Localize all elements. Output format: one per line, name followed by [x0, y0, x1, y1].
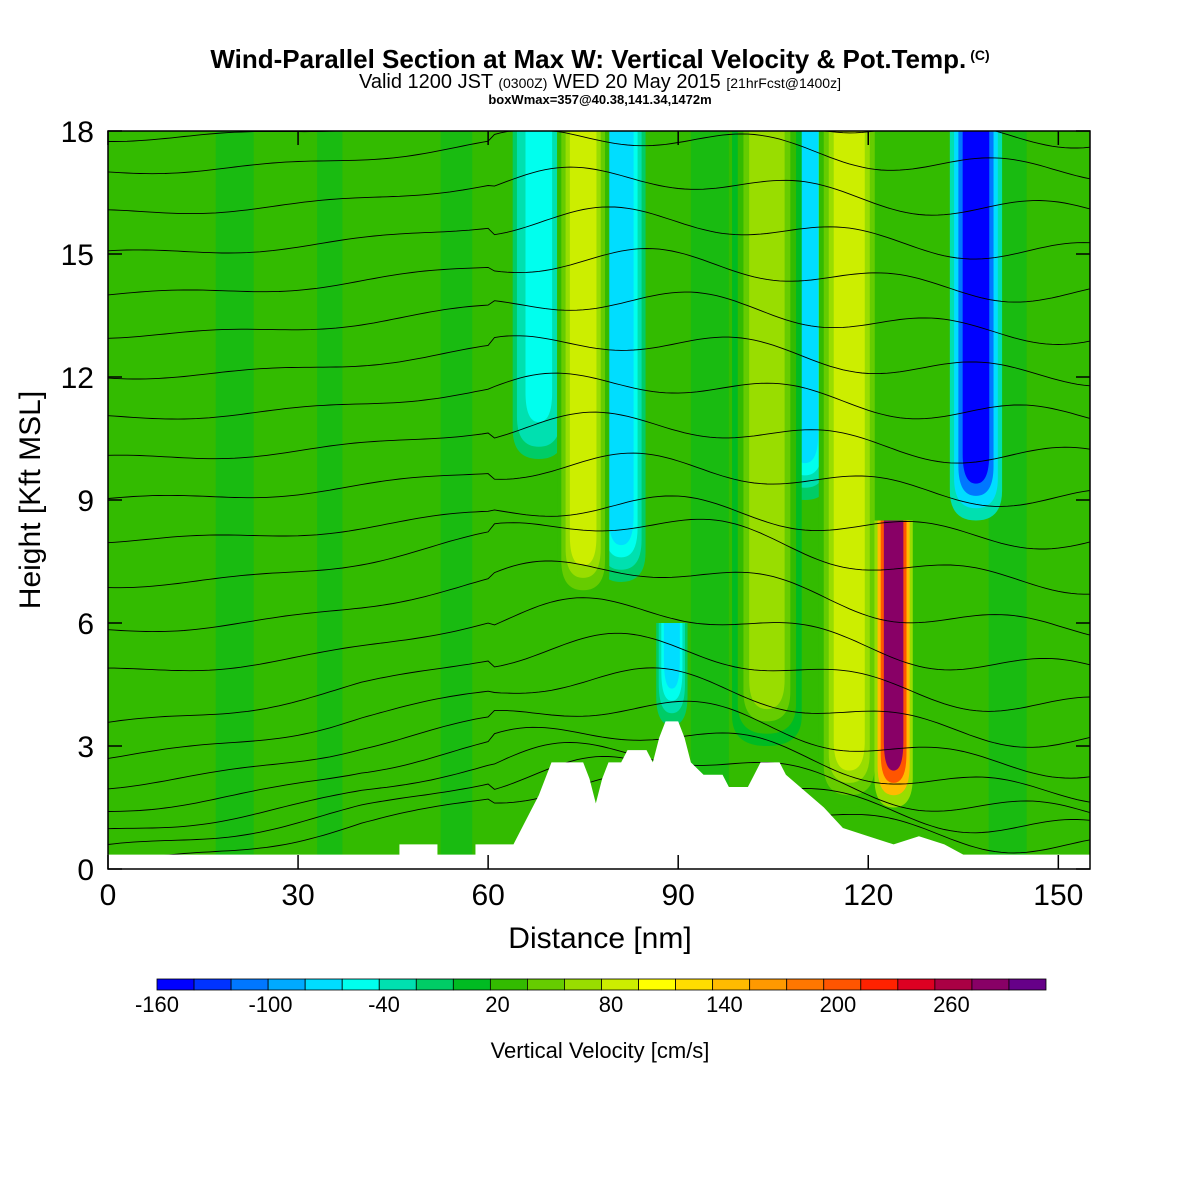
- isentrope-16: [108, 248, 1090, 303]
- isentrope-13: [108, 372, 1090, 420]
- colorbar-cell-22: [971, 978, 1010, 991]
- x-tick-label-5: 150: [1033, 879, 1083, 912]
- weak-band-3: [690, 131, 729, 869]
- updraft-0-level-3: [569, 131, 597, 566]
- isentrope-15: [108, 291, 1090, 345]
- box-max-info: boxWmax=357@40.38,141.34,1472m: [488, 92, 712, 107]
- x-tick-label-1: 30: [281, 879, 314, 912]
- isentrope-2: [108, 742, 1090, 830]
- colorbar-cell-6: [378, 978, 417, 991]
- colorbar-cell-12: [601, 978, 639, 991]
- colorbar-cell-15: [712, 978, 751, 991]
- colorbar-cell-4: [304, 978, 343, 991]
- valid-utc: (0300Z): [498, 75, 548, 91]
- colorbar-cell-11: [564, 978, 602, 991]
- isentrope-14: [108, 335, 1090, 387]
- isentrope-0: [108, 772, 1090, 865]
- forecast-tag: [21hrFcst@1400z]: [726, 75, 841, 91]
- isentrope-17: [108, 206, 1090, 260]
- colorbar-tick-label-0: -160: [135, 992, 179, 1017]
- y-tick-label-3: 9: [77, 485, 94, 518]
- colorbar-tick-label-5: 140: [706, 992, 743, 1017]
- colorbar-cell-8: [452, 978, 491, 991]
- downdraft-0-level-3: [608, 131, 634, 546]
- colorbar-cell-14: [675, 978, 714, 991]
- updraft-2-level-3: [833, 131, 865, 771]
- colorbar-cell-3: [267, 978, 306, 991]
- downdraft-4-level-3: [525, 131, 553, 423]
- x-tick-label-0: 0: [100, 879, 117, 912]
- isentrope-6: [108, 632, 1090, 723]
- colorbar-label: Vertical Velocity [cm/s]: [490, 1038, 710, 1063]
- x-axis-label: Distance [nm]: [508, 922, 692, 955]
- weak-band-0: [215, 131, 254, 869]
- isentrope-5: [108, 667, 1090, 759]
- colorbar-cell-1: [193, 978, 232, 991]
- copyright-mark: (C): [970, 47, 990, 63]
- updraft-1-level-3: [749, 131, 785, 710]
- colorbar-cell-21: [934, 978, 973, 991]
- colorbar-cell-0: [156, 978, 195, 991]
- colorbar-cell-5: [341, 978, 380, 991]
- colorbar-tick-label-4: 80: [599, 992, 623, 1017]
- colorbar-cell-23: [1008, 978, 1047, 991]
- colorbar-tick-label-3: 20: [485, 992, 509, 1017]
- x-tick-label-2: 60: [471, 879, 504, 912]
- isentrope-7: [108, 597, 1090, 672]
- isentrope-4: [108, 700, 1090, 790]
- y-axis-label: Height [Kft MSL]: [14, 390, 47, 610]
- colorbar-cell-16: [749, 978, 788, 991]
- downdraft-1-level-3: [663, 623, 680, 689]
- isentrope-9: [108, 518, 1090, 595]
- y-tick-label-0: 0: [77, 854, 94, 887]
- colorbar-cell-18: [823, 978, 862, 991]
- colorbar-tick-label-1: -100: [248, 992, 292, 1017]
- colorbar-cell-13: [638, 978, 676, 991]
- terrain: [108, 721, 1090, 869]
- isentrope-3: [108, 726, 1090, 812]
- y-tick-label-2: 6: [77, 608, 94, 641]
- colorbar-tick-label-7: 260: [933, 992, 970, 1017]
- colorbar-tick-label-2: -40: [368, 992, 400, 1017]
- weak-band-2: [440, 131, 473, 869]
- y-tick-label-5: 15: [61, 239, 94, 272]
- y-tick-label-4: 12: [61, 362, 94, 395]
- colorbar-cell-17: [786, 978, 825, 991]
- colorbar-cell-2: [230, 978, 269, 991]
- colorbar-cell-7: [415, 978, 454, 991]
- weak-band-1: [317, 131, 343, 869]
- y-tick-label-1: 3: [77, 731, 94, 764]
- isentrope-8: [108, 560, 1090, 636]
- colorbar-cell-19: [860, 978, 899, 991]
- colorbar-cell-9: [489, 978, 528, 991]
- isentrope-11: [108, 452, 1090, 507]
- colorbar-tick-label-6: 200: [820, 992, 857, 1017]
- isentrope-18: [108, 166, 1090, 216]
- updraft-3-level-3: [883, 520, 904, 771]
- isentrope-19: [108, 131, 1090, 180]
- y-tick-label-6: 18: [61, 116, 94, 149]
- downdraft-3-level-3: [962, 131, 990, 484]
- colorbar-cell-20: [897, 978, 936, 991]
- field-layer: [108, 131, 1090, 869]
- isentrope-12: [108, 411, 1090, 464]
- x-tick-label-4: 120: [843, 879, 893, 912]
- chart-subtitle: Valid 1200 JST (0300Z) WED 20 May 2015 […: [359, 71, 841, 93]
- colorbar-cell-10: [527, 978, 565, 991]
- isentrope-10: [108, 495, 1090, 550]
- chart-title: Wind-Parallel Section at Max W: Vertical…: [210, 44, 990, 74]
- x-tick-label-3: 90: [662, 879, 695, 912]
- isentrope-1: [108, 755, 1090, 845]
